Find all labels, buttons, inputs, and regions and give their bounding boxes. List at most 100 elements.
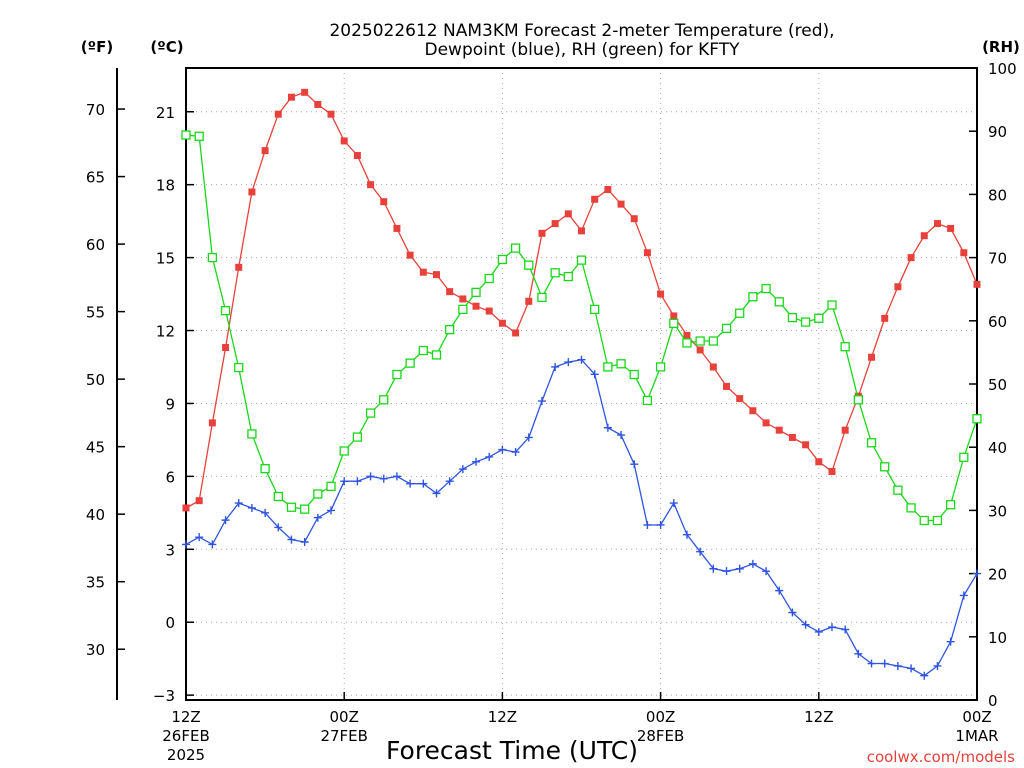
temperature-point [208,419,216,427]
rh-tick-label: 50 [988,376,1007,394]
rh-point [234,362,244,373]
celsius-tick-label: 18 [156,177,175,195]
temperature-point [248,188,256,196]
dewpoint-point [893,661,902,670]
rh-point [379,395,389,405]
data-series [181,88,982,680]
temperature-point [881,314,889,322]
rh-point [563,271,573,282]
rh-point [299,504,310,514]
dewpoint-point [366,472,375,481]
rh-point [524,260,534,270]
rh-point [576,255,587,265]
temperature-point [195,497,203,505]
rh-point [721,323,732,334]
temperature-point [657,290,665,298]
temperature-point [525,297,533,305]
dewpoint-point [485,452,494,461]
temperature-point [709,363,717,371]
temperature-point [947,224,955,232]
rh-tick-label: 80 [988,186,1007,204]
rh-point [484,273,494,284]
temperature-point [538,229,546,237]
rh-point [405,358,415,368]
dewpoint-point [709,564,718,573]
rh-tick-label: 70 [988,250,1007,268]
rh-point [550,268,560,278]
chart-title-line2: Dewpoint (blue), RH (green) for KFTY [425,40,741,60]
rh-point [458,304,468,315]
temperature-point [670,312,678,320]
rh-point [880,462,890,472]
temperature-point [815,458,823,466]
rh-point [945,500,956,510]
dewpoint-point [287,535,296,544]
dewpoint-point [920,671,929,680]
fahrenheit-unit-label: (ºF) [81,38,113,56]
dewpoint-point [907,664,916,673]
x-tick-label: 12Z [804,708,833,726]
celsius-tick-label: 12 [156,323,175,341]
temperature-point [604,186,612,194]
rh-point [181,130,191,140]
dewpoint-point [537,397,546,406]
x-axis-title: Forecast Time (UTC) [386,736,638,765]
rh-tick-label: 10 [988,629,1007,647]
dewpoint-point [432,489,441,498]
dewpoint-point [182,540,190,549]
dewpoint-point [379,474,388,483]
x-tick-label: 12Z [488,708,517,726]
rh-point [445,324,455,335]
x-tick-label: 00Z [330,708,359,726]
dewpoint-point [234,499,243,508]
dewpoint-point [867,659,876,668]
rh-tick-label: 30 [988,502,1007,520]
celsius-tick-label: −3 [153,687,175,705]
temperature-point [920,232,928,240]
dewpoint-point [696,547,705,556]
dewpoint-point [880,659,889,668]
temperature-point [723,382,731,390]
dewpoint-point [973,569,981,578]
rh-point [972,414,982,424]
dewpoint-point [643,520,652,529]
rh-unit-label: (RH) [982,38,1020,56]
temperature-point [512,329,520,337]
rh-tick-label: 40 [988,439,1007,457]
temperature-point [868,353,876,361]
rh-point [616,359,626,369]
rh-point [800,317,811,327]
dewpoint-point [590,370,599,379]
dewpoint-point [959,591,968,600]
celsius-tick-label: 6 [165,468,175,486]
dewpoint-point [577,355,586,364]
x-tick-label: 12Z [171,708,200,726]
temperature-point [828,468,836,476]
temperature-point [643,249,651,257]
dewpoint-point [551,362,560,371]
dewpoint-point [762,567,771,576]
fahrenheit-tick-label: 55 [86,304,105,322]
rh-point [814,313,824,323]
dewpoint-point [656,520,665,529]
dewpoint-point [195,533,204,542]
dewpoint-point [801,620,810,629]
dewpoint-point [788,608,797,617]
temperature-point [578,227,585,235]
rh-point [761,283,771,294]
temperature-point [960,249,968,257]
rh-point [365,408,376,418]
fahrenheit-tick-label: 30 [86,641,105,659]
temperature-point [287,93,295,101]
rh-point [194,131,204,141]
temperature-point [327,110,335,118]
dewpoint-point [221,516,230,525]
temperature-point [617,200,625,208]
temperature-point [749,407,757,415]
rh-point [471,287,481,298]
temperature-point [340,137,348,145]
dewpoint-point [247,503,256,512]
temperature-point [498,319,506,327]
temperature-point [973,280,981,288]
